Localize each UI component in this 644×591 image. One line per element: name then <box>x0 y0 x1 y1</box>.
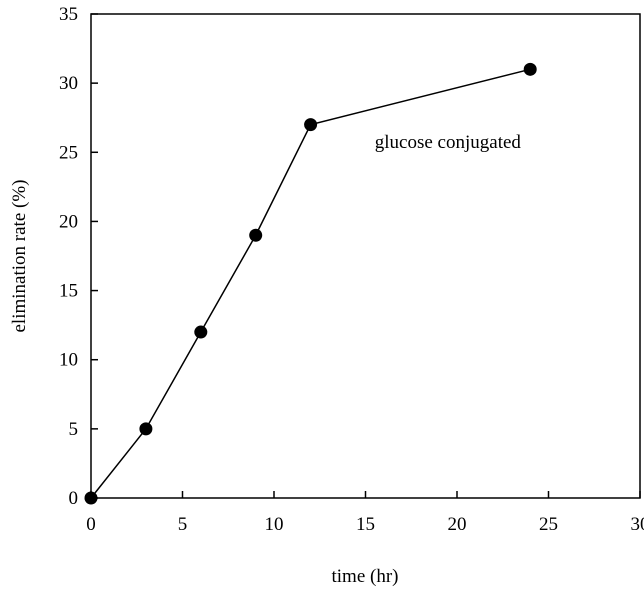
data-point <box>139 422 153 436</box>
x-tick-label: 5 <box>178 514 188 535</box>
y-tick-label: 5 <box>69 419 79 440</box>
annotation-label: glucose conjugated <box>375 132 522 153</box>
y-tick-label: 25 <box>59 142 78 163</box>
y-tick-label: 30 <box>59 73 78 94</box>
data-point <box>194 325 208 339</box>
y-axis: 0 5 10 15 20 25 30 35 <box>59 4 98 509</box>
series-line <box>90 68 531 499</box>
y-tick-label: 15 <box>59 281 78 302</box>
plot-frame <box>90 13 641 499</box>
y-tick-label: 0 <box>69 488 79 509</box>
x-tick-label: 0 <box>86 514 96 535</box>
x-tick-label: 30 <box>631 514 644 535</box>
data-point <box>304 118 318 132</box>
x-axis-title: time (hr) <box>331 566 398 587</box>
y-axis-title: elimination rate (%) <box>9 180 30 333</box>
x-tick-label: 20 <box>448 514 467 535</box>
series-layer <box>84 62 537 505</box>
y-tick-label: 35 <box>59 4 78 25</box>
data-point <box>249 228 263 242</box>
x-tick-label: 10 <box>265 514 284 535</box>
y-tick-label: 10 <box>59 350 78 371</box>
x-axis: 0 5 10 15 20 25 30 <box>86 491 644 535</box>
x-tick-label: 25 <box>539 514 558 535</box>
data-point <box>523 62 537 76</box>
y-tick-label: 20 <box>59 211 78 232</box>
x-tick-label: 15 <box>356 514 375 535</box>
annotation-layer: glucose conjugated <box>375 132 522 153</box>
data-point <box>84 491 98 505</box>
